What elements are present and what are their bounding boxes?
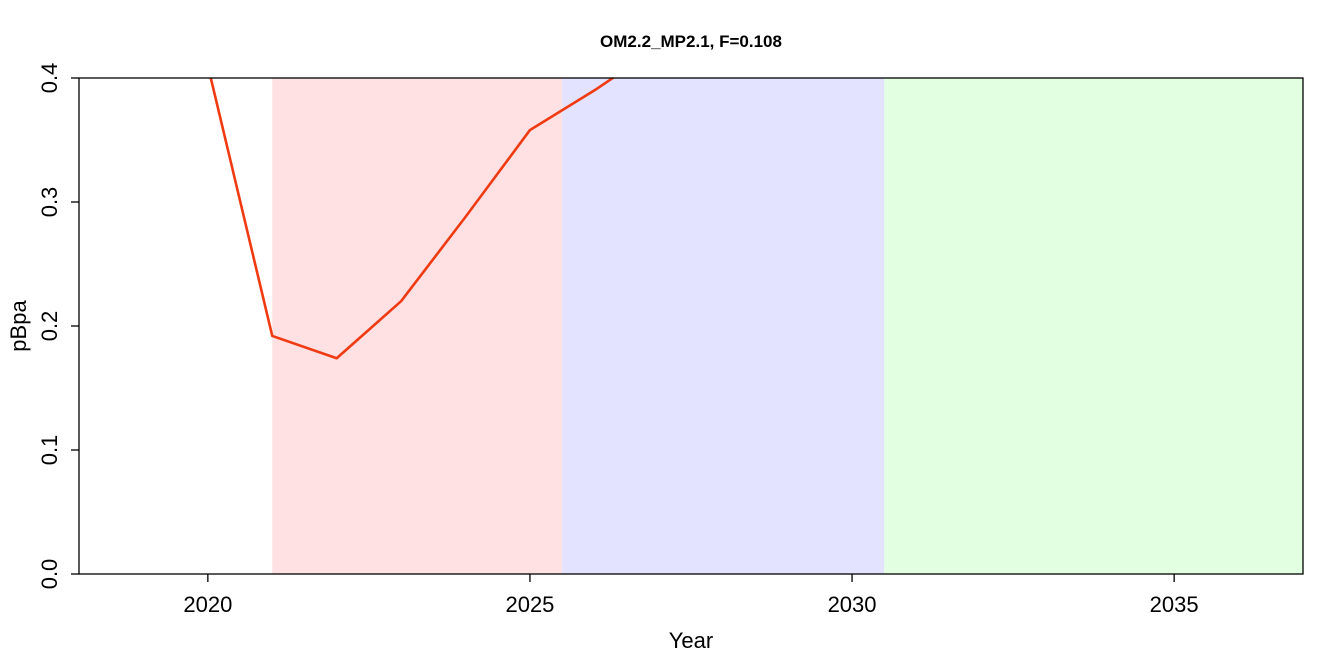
y-tick-label: 0.2 (37, 311, 62, 342)
shaded-period-3 (884, 78, 1303, 574)
y-tick-label: 0.3 (37, 187, 62, 218)
y-axis-label: pBpa (6, 300, 31, 352)
x-tick-label: 2030 (828, 592, 877, 617)
shaded-period-1 (272, 78, 563, 574)
y-tick-label: 0.0 (37, 559, 62, 590)
series-lines (209, 78, 616, 360)
series-line-1 (209, 78, 616, 360)
y-tick-label: 0.1 (37, 435, 62, 466)
x-tick-label: 2035 (1150, 592, 1199, 617)
x-tick-label: 2020 (183, 592, 232, 617)
x-axis: 2020 2025 2030 2035 (183, 574, 1199, 617)
shaded-period-2 (562, 78, 885, 574)
y-tick-label: 0.4 (37, 63, 62, 94)
chart-title: OM2.2_MP2.1, F=0.108 (600, 32, 782, 51)
y-axis: 0.0 0.1 0.2 0.3 0.4 (37, 63, 79, 590)
shaded-periods (272, 78, 1303, 574)
x-tick-label: 2025 (505, 592, 554, 617)
x-axis-label: Year (669, 628, 713, 653)
